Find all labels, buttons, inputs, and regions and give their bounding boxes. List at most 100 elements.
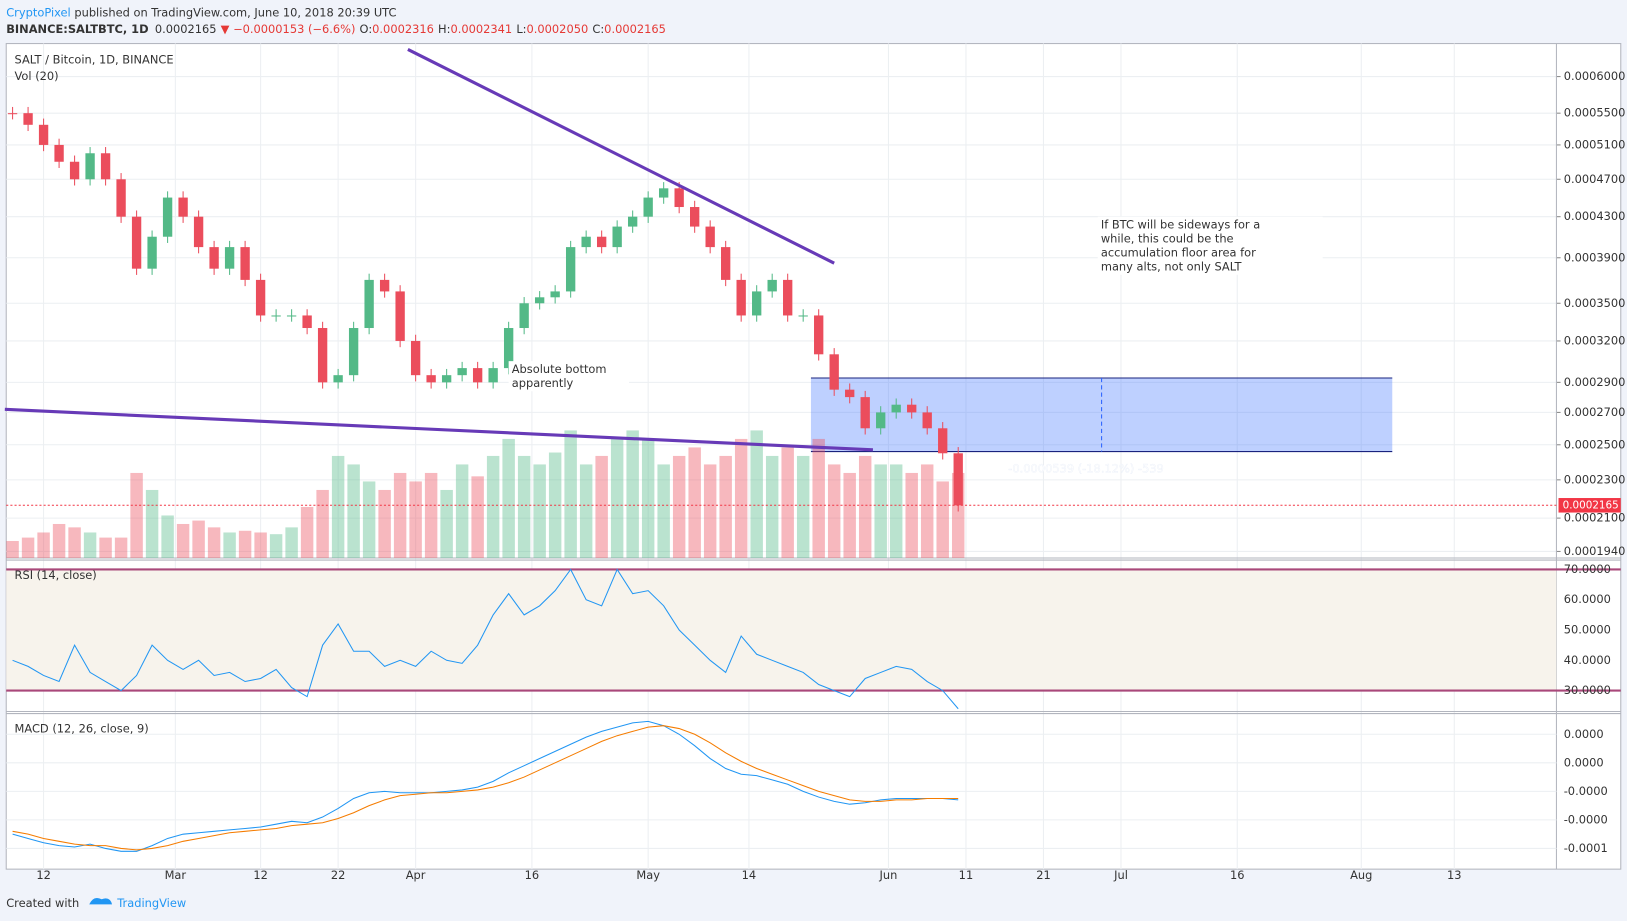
candle-body <box>953 453 963 506</box>
footer-brand[interactable]: TradingView <box>116 896 186 910</box>
volume-bar <box>486 455 500 558</box>
candle-body <box>162 197 173 237</box>
x-tick-label: 16 <box>1230 868 1245 882</box>
macd-tick-label: -0.0001 <box>1564 841 1608 855</box>
chart-area <box>5 43 1622 870</box>
candle-body <box>147 236 157 269</box>
ohlc-key: L: <box>516 22 526 36</box>
annotation-text: If BTC will be sideways for a <box>1101 217 1260 231</box>
volume-bar <box>362 481 376 558</box>
header-line2: BINANCE:SALTBTC, 1D 0.0002165 ▼ −0.0000153… <box>6 22 666 36</box>
volume-bar <box>37 532 50 558</box>
y-tick-label: 0.0003900 <box>1564 250 1626 264</box>
volume-bar <box>781 447 794 558</box>
annotation-text: many alts, not only SALT <box>1101 259 1242 273</box>
candle-body <box>193 216 204 248</box>
volume-bar <box>827 464 841 558</box>
tv-logo <box>89 897 113 905</box>
volume-bar <box>796 455 810 558</box>
y-tick-label: 0.0005100 <box>1564 137 1626 151</box>
y-tick-label: 0.0006000 <box>1564 69 1626 83</box>
volume-bar <box>440 489 453 558</box>
volume-bar <box>114 537 128 558</box>
candle-body <box>131 216 142 269</box>
volume-bar <box>409 481 422 558</box>
volume-bar <box>874 464 887 558</box>
macd-line <box>12 725 959 851</box>
volume-bar <box>130 472 143 558</box>
candle-body <box>54 144 64 162</box>
volume-bar <box>378 489 391 558</box>
y-tick-label: 0.0002300 <box>1564 472 1626 486</box>
rsi-tick-label: 60.0000 <box>1564 592 1611 606</box>
candle-body <box>845 389 855 398</box>
volume-bar <box>734 438 748 558</box>
y-tick-label: 0.0004300 <box>1564 209 1626 223</box>
macd-tick-label: -0.0000 <box>1564 784 1608 798</box>
candle-body <box>457 368 467 376</box>
x-tick-label: Apr <box>406 868 426 882</box>
candle-body <box>410 340 421 376</box>
candle-body <box>364 279 374 329</box>
volume-bar <box>21 537 35 558</box>
candle-body <box>658 188 669 198</box>
volume-bar <box>657 464 670 558</box>
candle-body <box>721 247 731 280</box>
candle-body <box>302 315 312 329</box>
candle-body <box>534 297 545 304</box>
y-tick-label: 0.0002900 <box>1564 375 1626 389</box>
y-tick-label: 0.0002700 <box>1564 405 1626 419</box>
volume-bar <box>719 455 732 558</box>
x-tick-label: Mar <box>165 868 187 882</box>
volume-bar <box>223 532 236 558</box>
volume-bar <box>471 476 484 558</box>
candle-body <box>38 124 49 145</box>
ohlc-value: 0.0002316 <box>372 22 434 36</box>
rsi-band <box>6 569 1557 691</box>
volume-bar <box>812 438 825 558</box>
last: 0.0002165 <box>155 22 217 36</box>
volume-title: Vol (20) <box>15 69 59 83</box>
candle-body <box>317 328 328 383</box>
volume-bar <box>161 515 174 558</box>
candle-body <box>690 207 700 227</box>
candle-body <box>891 404 901 413</box>
candle-body <box>922 412 932 429</box>
candle-body <box>286 315 297 317</box>
volume-bar <box>6 540 19 558</box>
volume-bar <box>517 455 531 558</box>
candle-body <box>674 188 684 208</box>
candle-body <box>767 279 777 292</box>
y-tick-label: 0.0002500 <box>1564 437 1626 451</box>
candle-body <box>240 247 250 280</box>
candle-body <box>519 303 529 329</box>
volume-bar <box>52 523 66 558</box>
rsi-tick-label: 50.0000 <box>1564 623 1611 637</box>
volume-bar <box>610 438 624 558</box>
candle-body <box>348 328 359 376</box>
candle-body <box>938 428 948 454</box>
change: ▼ −0.0000153 (−6.6%) <box>221 22 356 36</box>
last-price-tag <box>1558 498 1621 513</box>
volume-bar <box>889 464 903 558</box>
published: published on TradingView.com, June 10, 2… <box>71 5 397 19</box>
volume-bar <box>920 464 934 558</box>
header-line1: CryptoPixel published on TradingView.com… <box>6 5 396 19</box>
x-tick-label: 11 <box>959 868 974 882</box>
trendline <box>407 48 835 265</box>
volume-bar <box>254 532 267 558</box>
volume-bar <box>672 455 686 558</box>
y-tick-label: 0.0001940 <box>1564 544 1626 558</box>
volume-bar <box>750 430 763 558</box>
x-tick-label: May <box>636 868 660 882</box>
candle-body <box>643 197 653 217</box>
macd-tick-label: -0.0000 <box>1564 812 1608 826</box>
rsi-tick-label: 40.0000 <box>1564 653 1611 667</box>
ohlc-key: C: <box>592 22 604 36</box>
volume-bar <box>176 523 190 558</box>
x-tick-label: 14 <box>742 868 757 882</box>
volume-bar <box>316 489 329 558</box>
candle-body <box>876 412 886 429</box>
